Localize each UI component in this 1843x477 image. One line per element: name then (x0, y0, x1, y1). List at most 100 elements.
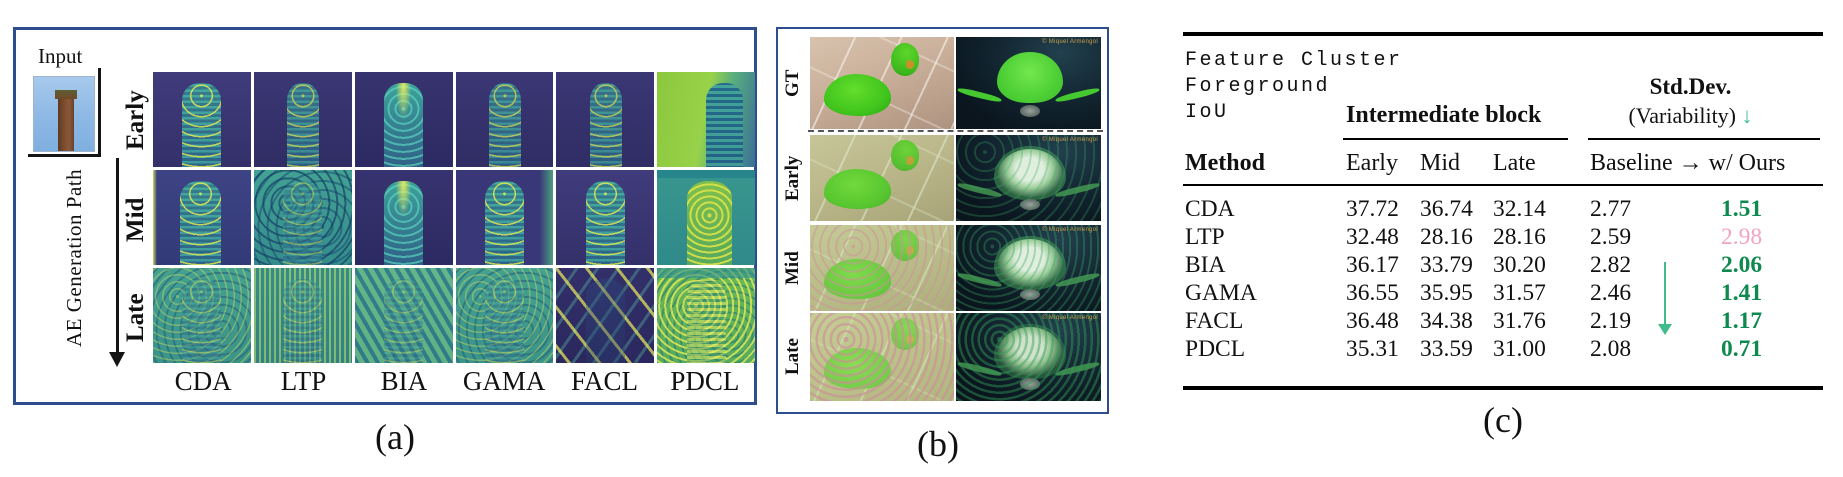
table-body: CDA 37.72 36.74 32.14 2.77 1.51 LTP 32.48 28.16 2… (1183, 196, 1823, 364)
caption-b: (b) (917, 424, 959, 464)
overlay-dark-mid: © Miquel Armengol (956, 225, 1101, 311)
overlay-photo-gt (810, 37, 954, 129)
watermark-text: © Miquel Armengol (1042, 315, 1098, 321)
feature-tower-shape (488, 83, 522, 167)
table-row-ltp: LTP 32.48 28.16 28.16 2.59 2.98 (1183, 224, 1823, 252)
cell-early-ltp: 32.48 (1346, 224, 1399, 250)
stddev-underline (1588, 138, 1820, 140)
feature-map-late-pdcl (657, 268, 755, 363)
overlay-tint (810, 135, 954, 221)
cell-ours-cda: 1.51 (1721, 196, 1763, 222)
down-arrow-icon: ↓ (1741, 103, 1753, 128)
cell-late-ltp: 28.16 (1493, 224, 1546, 250)
corner-line-2: Foreground (1185, 75, 1331, 98)
early-header: Early (1346, 150, 1398, 176)
feature-tower-shape (182, 83, 222, 167)
feature-map-mid-cda (153, 170, 251, 265)
feature-map-late-bia (354, 268, 453, 363)
cell-mid-pdcl: 33.59 (1420, 336, 1473, 362)
table-row-bia: BIA 36.17 33.79 30.20 2.82 2.06 (1183, 252, 1823, 280)
feature-map-mid-bia (354, 170, 453, 265)
feature-map-early-bia (354, 72, 453, 167)
overlay-photo-mid (810, 225, 954, 311)
overlay-photo-early (810, 135, 954, 221)
intermediate-block-underline (1343, 138, 1568, 140)
feature-map-early-pdcl (657, 72, 755, 167)
overlay-row-label-early: Early (782, 155, 803, 201)
feature-tower-shape (585, 181, 625, 265)
cell-baseline-ltp: 2.59 (1590, 224, 1632, 250)
watermark-text: © Miquel Armengol (1042, 39, 1098, 45)
feature-tower-shape (484, 181, 524, 265)
table-row-cda: CDA 37.72 36.74 32.14 2.77 1.51 (1183, 196, 1823, 224)
segmented-shark-shape (996, 51, 1064, 104)
cell-ours-ltp: 2.98 (1721, 224, 1763, 250)
intermediate-block-header: Intermediate block (1346, 102, 1542, 128)
cell-method-ltp: LTP (1185, 224, 1225, 250)
pedestal-shape (1019, 105, 1041, 118)
pedestal-shape (1019, 198, 1041, 210)
cell-late-bia: 30.20 (1493, 252, 1546, 278)
segmented-object-small-shape (890, 42, 920, 76)
input-tower-shape (55, 90, 78, 151)
cell-baseline-gama: 2.46 (1590, 280, 1632, 306)
segmented-shark-shape (996, 238, 1064, 287)
feature-tower-shape (589, 83, 622, 167)
column-label-bia: BIA (380, 366, 428, 396)
segmented-shark-shape (996, 327, 1064, 377)
cell-early-pdcl: 35.31 (1346, 336, 1399, 362)
feature-tower-shape (384, 83, 424, 167)
feature-map-early-ltp (253, 72, 352, 167)
feature-tower-shape (384, 279, 424, 363)
row-label-early: Early (122, 90, 149, 150)
feature-map-mid-ltp (253, 170, 352, 265)
mid-header: Mid (1420, 150, 1461, 176)
cell-ours-bia: 2.06 (1721, 252, 1763, 278)
pedestal-shape (1019, 378, 1041, 390)
overlay-tint (956, 225, 1101, 311)
column-label-pdcl: PDCL (670, 366, 740, 396)
overlay-tint (810, 313, 954, 401)
cell-method-bia: BIA (1185, 252, 1226, 278)
table-row-gama: GAMA 36.55 35.95 31.57 2.46 1.41 (1183, 280, 1823, 308)
column-label-cda: CDA (174, 366, 232, 396)
overlay-tint (810, 37, 954, 129)
panel-a-feature-maps: Input AE Generation Path Early Mid Late CD… (13, 27, 757, 405)
cell-early-bia: 36.17 (1346, 252, 1399, 278)
corner-line-3: IoU (1185, 101, 1229, 124)
overlay-tint (810, 225, 954, 311)
input-label: Input (38, 44, 83, 68)
cell-late-pdcl: 31.00 (1493, 336, 1546, 362)
feature-map-mid-pdcl (657, 170, 755, 265)
feature-map-early-gama (455, 72, 554, 167)
improvement-arrow-head-icon (1658, 324, 1672, 335)
method-header: Method (1185, 150, 1265, 176)
cell-method-cda: CDA (1185, 196, 1235, 222)
feature-tower-shape (384, 181, 424, 265)
segmented-object-small-shape (890, 140, 920, 172)
feature-tower-shape (706, 83, 744, 167)
overlay-row-label-late: Late (782, 338, 803, 376)
column-label-ltp: LTP (280, 366, 327, 396)
cell-mid-ltp: 28.16 (1420, 224, 1473, 250)
table-subheader-row: Method Early Mid Late Baseline → w/ Ours (1183, 150, 1823, 180)
pedestal-shape (1019, 288, 1041, 300)
cell-baseline-cda: 2.77 (1590, 196, 1632, 222)
cell-baseline-bia: 2.82 (1590, 252, 1632, 278)
input-image-axis (28, 68, 101, 157)
feature-tower-shape (182, 279, 222, 363)
feature-map-mid-gama (455, 170, 554, 265)
feature-tower-shape (287, 83, 320, 167)
cell-mid-cda: 36.74 (1420, 196, 1473, 222)
input-image (33, 76, 95, 152)
panel-c-results-table: Feature Cluster Foreground IoU Intermedi… (1183, 30, 1823, 410)
feature-tower-shape (484, 279, 524, 363)
stddev-header: Std.Dev. (Variability) ↓ (1583, 72, 1798, 130)
row-label-mid: Mid (122, 197, 149, 243)
cell-ours-pdcl: 0.71 (1721, 336, 1763, 362)
feature-tower-shape (686, 181, 732, 265)
caption-a: (a) (375, 417, 415, 457)
overlay-dark-late: © Miquel Armengol (956, 313, 1101, 401)
segmented-shark-shape (996, 148, 1064, 197)
overlay-dark-early: © Miquel Armengol (956, 135, 1101, 221)
